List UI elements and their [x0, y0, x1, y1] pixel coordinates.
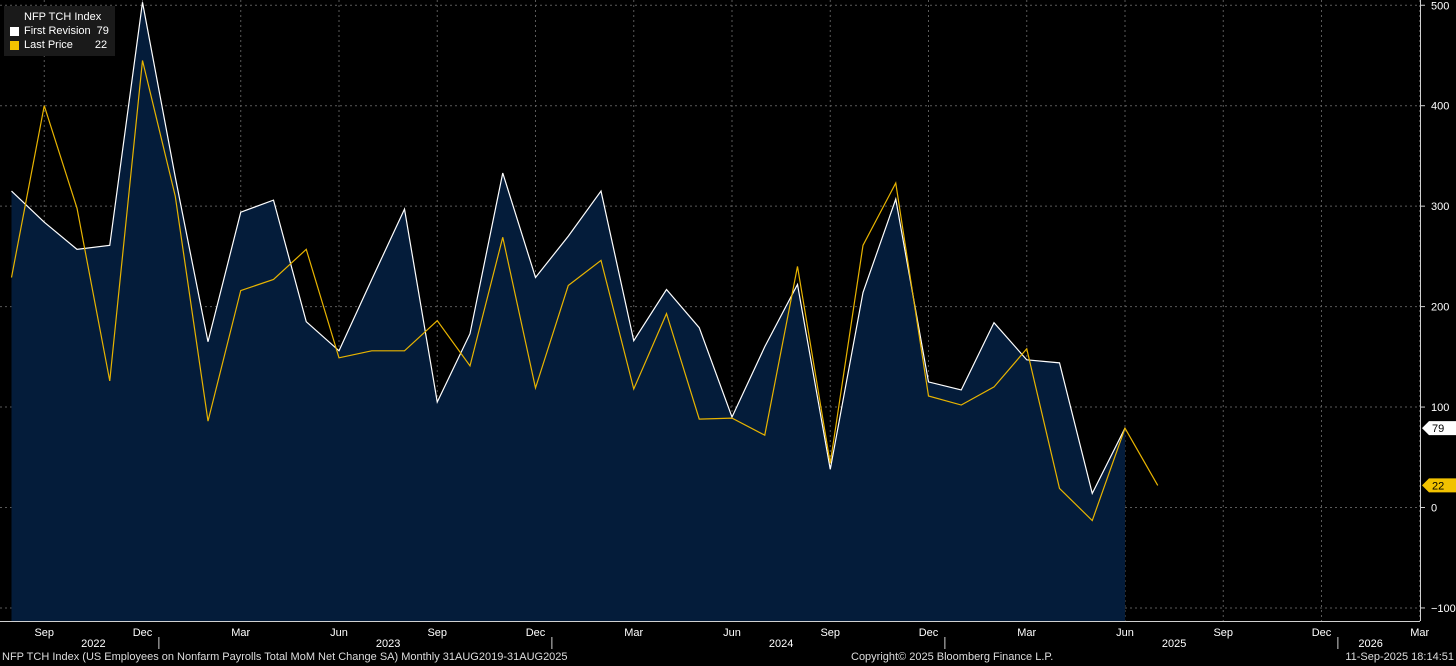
- y-tick-label: 100: [1431, 402, 1449, 414]
- series-layer: [10, 2, 1159, 522]
- x-tick-label: Dec: [919, 627, 939, 639]
- first-revision-line: [11, 2, 1126, 496]
- footer-description: NFP TCH Index (US Employees on Nonfarm P…: [2, 651, 568, 663]
- y-tick-label: 300: [1431, 201, 1449, 213]
- last-value-marker-first-revision: 79: [1422, 421, 1456, 436]
- y-tick-label: −100: [1431, 603, 1456, 615]
- legend: NFP TCH Index First Revision 79 Last Pri…: [4, 6, 115, 56]
- footer-copyright: Copyright© 2025 Bloomberg Finance L.P.: [851, 651, 1054, 663]
- x-tick-label: Mar: [1410, 627, 1429, 639]
- x-tick-label: Sep: [427, 627, 447, 639]
- x-tick-label: Dec: [1312, 627, 1332, 639]
- last-value-marker-last-price: 22: [1422, 478, 1456, 493]
- legend-value: 22: [94, 39, 108, 51]
- legend-swatch-first-revision: [10, 26, 19, 36]
- last-price-line: [10, 60, 1159, 522]
- x-tick-label: Sep: [34, 627, 54, 639]
- y-tick-label: 200: [1431, 302, 1449, 314]
- marker-shape: [1422, 421, 1456, 436]
- area-layer: [11, 2, 1125, 621]
- x-tick-label: Mar: [1017, 627, 1036, 639]
- legend-item-last-price: Last Price 22: [10, 38, 109, 52]
- legend-swatch-last-price: [10, 40, 19, 50]
- x-tick-label: Sep: [820, 627, 840, 639]
- x-tick-label: Mar: [231, 627, 250, 639]
- x-tick-label: Jun: [723, 627, 741, 639]
- x-tick-label: Jun: [1116, 627, 1134, 639]
- legend-item-first-revision: First Revision 79: [10, 24, 109, 38]
- marker-label: 22: [1432, 480, 1444, 492]
- legend-title: NFP TCH Index: [24, 11, 102, 23]
- legend-label: Last Price: [24, 39, 73, 51]
- year-label: 2022: [81, 638, 105, 650]
- x-tick-label: Sep: [1213, 627, 1233, 639]
- x-tick-label: Jun: [330, 627, 348, 639]
- marker-shape: [1422, 478, 1456, 493]
- x-tick-label: Mar: [624, 627, 643, 639]
- axes: −100 0 100 200 300 400 500 Sep Dec Mar Jun Sep Dec Ma…: [0, 0, 1456, 650]
- y-tick-label: 0: [1431, 503, 1437, 515]
- last-value-markers: 79 22: [1422, 421, 1456, 493]
- footer: NFP TCH Index (US Employees on Nonfarm P…: [0, 649, 1456, 666]
- x-tick-label: Dec: [526, 627, 546, 639]
- footer-timestamp: 11-Sep-2025 18:14:51: [1345, 651, 1454, 663]
- marker-label: 79: [1432, 423, 1444, 435]
- first-revision-area: [11, 2, 1125, 621]
- year-label: 2024: [769, 638, 793, 650]
- x-tick-label: Dec: [133, 627, 153, 639]
- y-tick-label: 400: [1431, 101, 1449, 113]
- year-label: 2026: [1358, 638, 1382, 650]
- legend-label: First Revision: [24, 25, 91, 37]
- year-label: 2023: [376, 638, 400, 650]
- legend-value: 79: [96, 25, 109, 37]
- year-label: 2025: [1162, 638, 1186, 650]
- y-tick-label: 500: [1431, 0, 1449, 12]
